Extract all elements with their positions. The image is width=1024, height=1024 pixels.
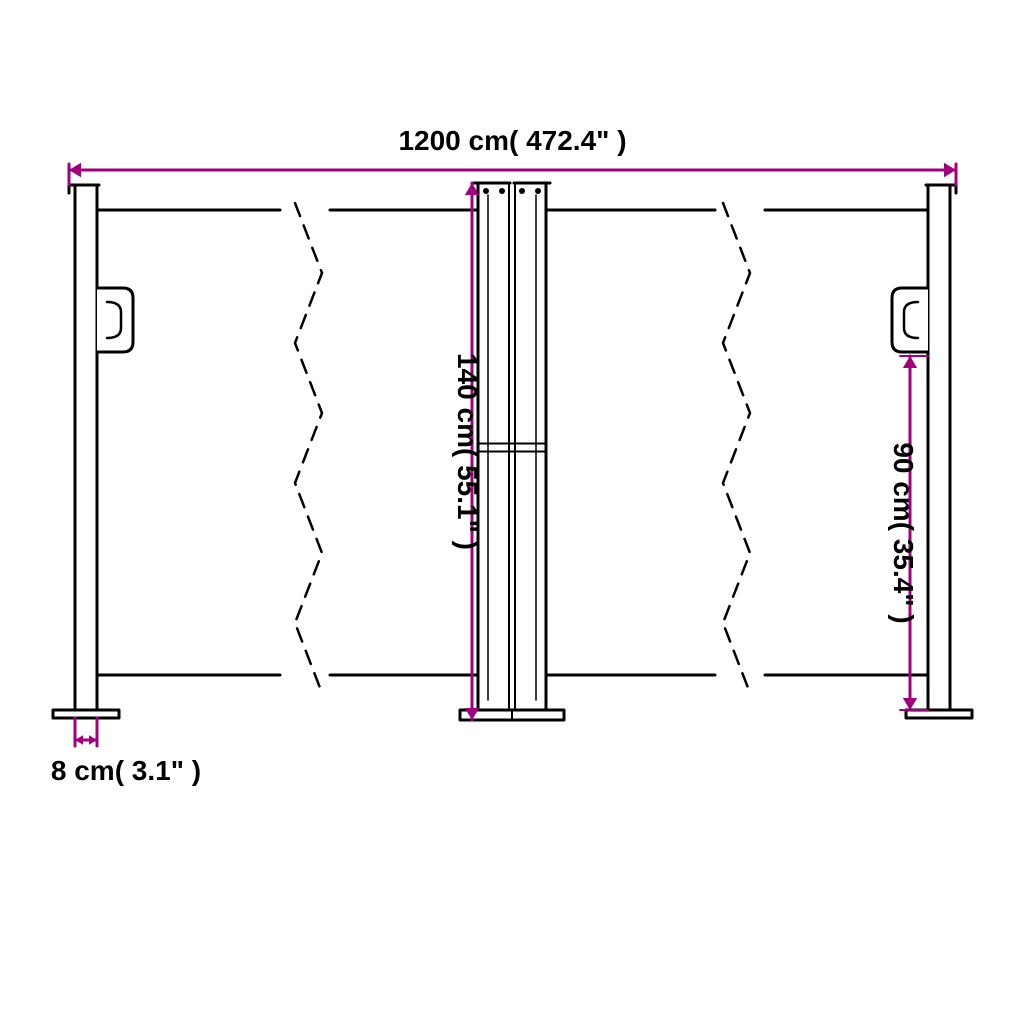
dim-screen-height-label: 90 cm( 35.4" ) [888,442,919,623]
dim-total-width-label: 1200 cm( 472.4" ) [398,125,626,156]
dim-full-height-label: 140 cm( 55.1" ) [452,353,483,550]
dim-post-width-label: 8 cm( 3.1" ) [51,755,201,786]
